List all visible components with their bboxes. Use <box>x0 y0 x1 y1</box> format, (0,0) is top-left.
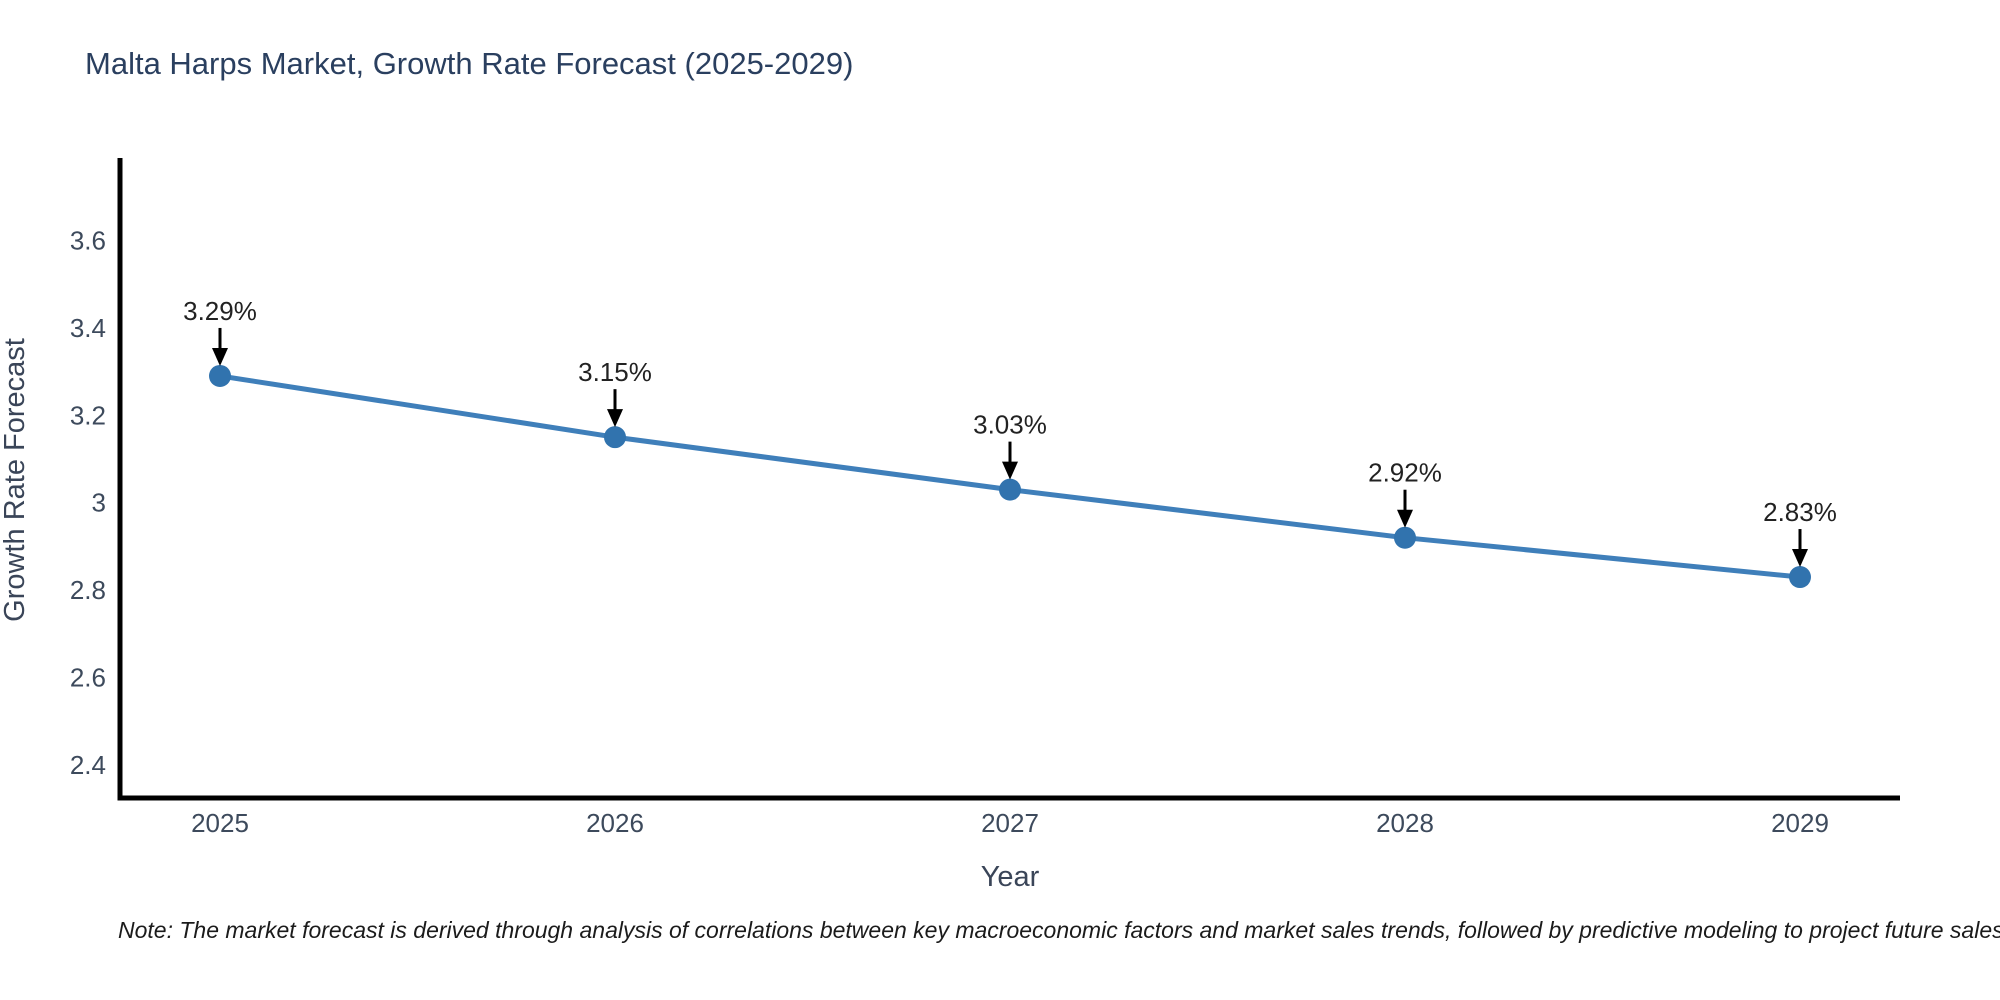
point-value-label: 2.83% <box>1763 497 1837 527</box>
y-axis-title: Growth Rate Forecast <box>0 338 31 622</box>
x-axis-title: Year <box>981 861 1040 893</box>
y-tick-label: 3.4 <box>70 313 106 343</box>
y-axis-tick-labels: 2.4 2.6 2.8 3 3.2 3.4 3.6 <box>70 225 106 780</box>
x-tick-label: 2027 <box>981 808 1039 838</box>
annotation-arrowhead <box>1002 461 1018 480</box>
data-point-marker <box>999 478 1021 501</box>
y-tick-label: 3.2 <box>70 400 106 430</box>
point-value-label: 3.03% <box>973 410 1047 440</box>
data-point-marker <box>1789 566 1811 589</box>
point-annotations: 3.29% 3.15% 3.03% 2.92% 2.83% <box>183 296 1837 568</box>
y-tick-label: 2.8 <box>70 575 106 605</box>
x-tick-label: 2028 <box>1376 808 1434 838</box>
y-tick-label: 2.6 <box>70 663 106 693</box>
data-point-marker <box>1394 526 1416 549</box>
chart-title: Malta Harps Market, Growth Rate Forecast… <box>85 46 853 81</box>
y-tick-label: 3 <box>92 488 106 518</box>
x-axis-tick-labels: 2025 2026 2027 2028 2029 <box>191 808 1829 838</box>
point-value-label: 3.29% <box>183 296 257 326</box>
data-point-marker <box>209 364 231 387</box>
x-tick-label: 2025 <box>191 808 249 838</box>
x-tick-label: 2026 <box>586 808 644 838</box>
annotation-arrowhead <box>212 347 228 366</box>
annotation-arrowhead <box>1397 509 1413 528</box>
point-value-label: 3.15% <box>578 357 652 387</box>
annotation-arrowhead <box>607 409 623 428</box>
annotation-arrowhead <box>1792 549 1808 568</box>
point-value-label: 2.92% <box>1368 458 1442 488</box>
y-tick-label: 3.6 <box>70 225 106 255</box>
y-tick-label: 2.4 <box>70 750 106 780</box>
footnote: Note: The market forecast is derived thr… <box>118 917 2000 943</box>
x-tick-label: 2029 <box>1771 808 1829 838</box>
line-series <box>209 364 1811 589</box>
data-point-marker <box>604 426 626 449</box>
